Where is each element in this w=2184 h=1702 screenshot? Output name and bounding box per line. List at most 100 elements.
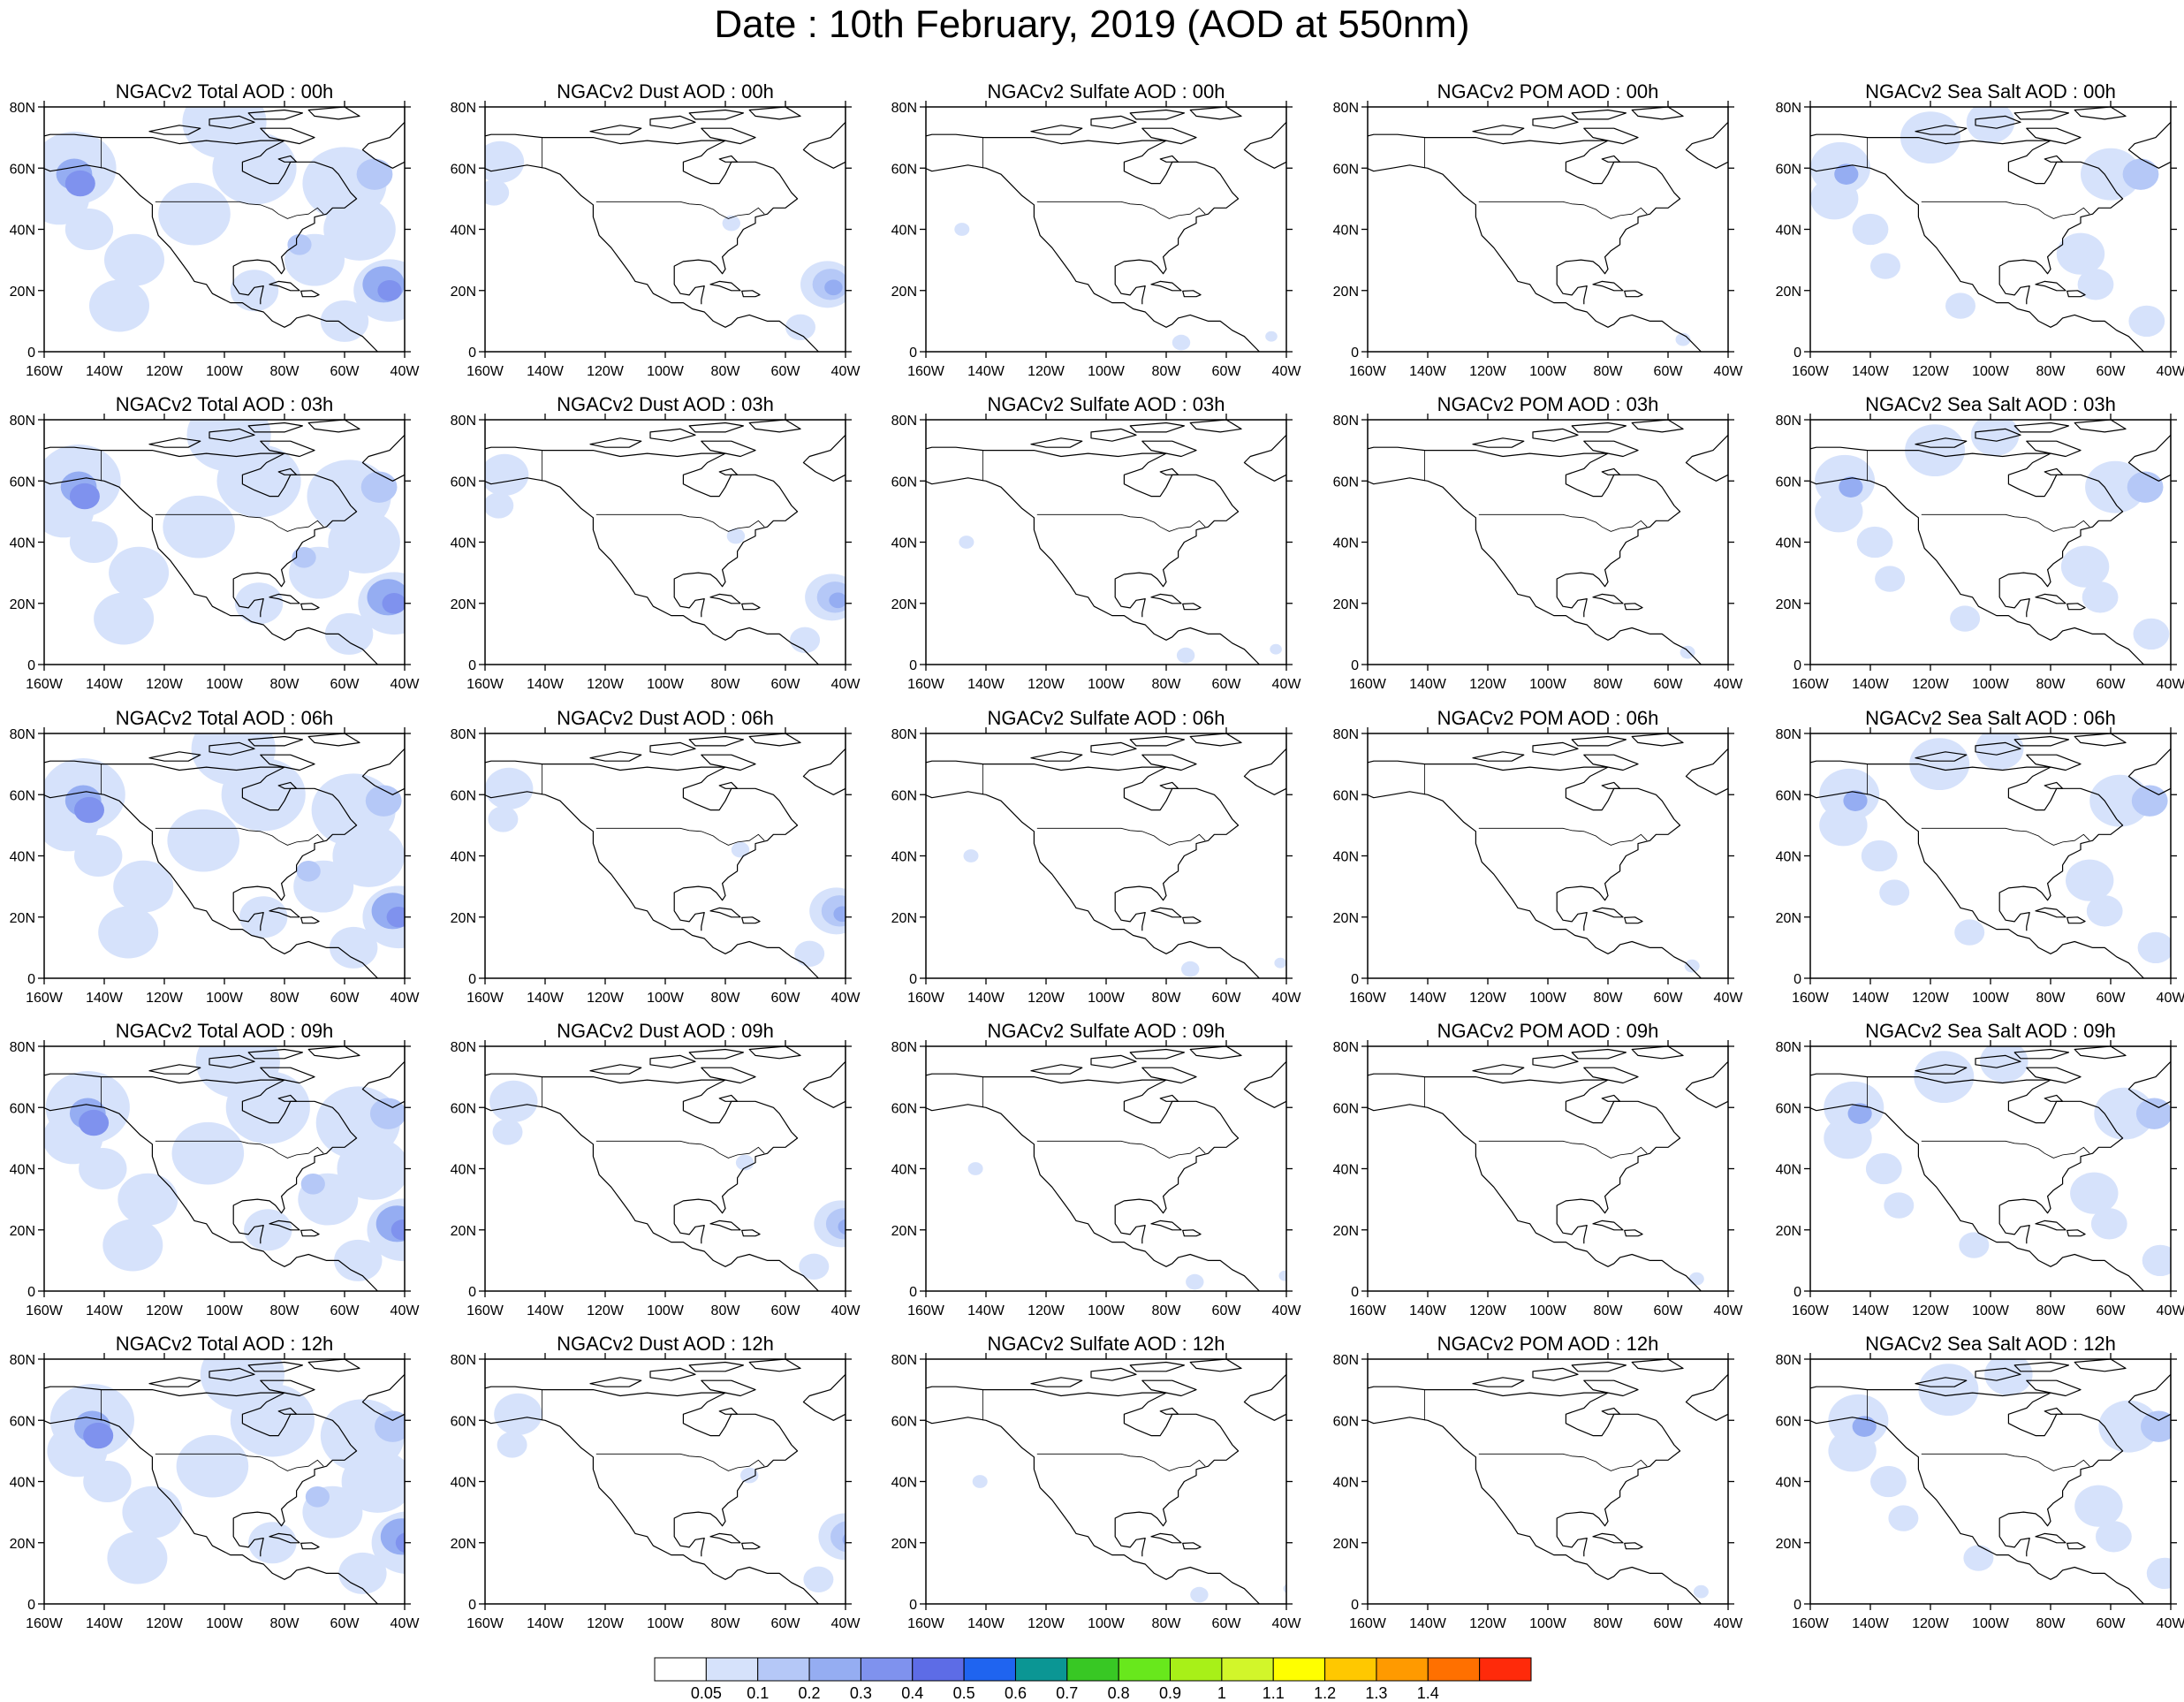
colorbar-swatch: [1221, 1657, 1274, 1682]
island-outline: [701, 1067, 756, 1084]
island-outline: [1090, 1054, 1137, 1068]
aod-shade: [300, 1174, 325, 1195]
aod-shade: [1959, 1232, 1990, 1258]
map-background: [485, 420, 846, 665]
island-outline: [1532, 428, 1579, 442]
lon-tick-label: 140W: [527, 1616, 565, 1631]
country-border: [595, 1140, 765, 1159]
aod-shade: [785, 314, 815, 341]
lon-tick-label: 40W: [831, 364, 861, 379]
country-border: [1036, 201, 1206, 219]
lon-tick-label: 160W: [26, 1303, 64, 1318]
island-outline: [1182, 1229, 1202, 1237]
island-outline: [589, 437, 642, 448]
island-outline: [277, 1094, 298, 1102]
coastline: [485, 1417, 820, 1604]
aod-shade: [954, 223, 970, 236]
map-panel: NGACv2 Sulfate AOD : 03h 160W 140W 120W 100W…: [891, 393, 1302, 692]
aod-shade: [83, 1460, 132, 1503]
aod-shade: [799, 1253, 830, 1280]
aod-shade: [2090, 1208, 2127, 1240]
country-border: [155, 513, 324, 532]
island-outline: [1141, 1379, 1197, 1397]
lon-tick-label: 160W: [466, 1303, 504, 1318]
aod-shade: [1190, 1586, 1209, 1603]
lat-tick-label: 20N: [10, 1224, 35, 1239]
lat-tick-label: 60N: [1333, 1101, 1359, 1116]
island-outline: [2026, 1379, 2082, 1397]
island-outline: [1975, 1054, 2021, 1068]
aod-field: [485, 107, 846, 352]
lat-tick-label: 80N: [891, 1040, 917, 1055]
lat-tick-label: 60N: [451, 1101, 476, 1116]
island-outline: [300, 1229, 320, 1237]
aod-shade: [1283, 1584, 1286, 1593]
aod-shade: [824, 279, 843, 296]
island-outline: [1141, 754, 1197, 771]
coastline: [1998, 1524, 2030, 1557]
aod-field: [44, 420, 405, 665]
lon-tick-label: 100W: [1088, 364, 1126, 379]
colorbar-label: 1.3: [1365, 1684, 1387, 1702]
lat-tick-label: 0: [909, 658, 917, 673]
lon-tick-label: 60W: [2097, 991, 2127, 1006]
lon-tick-label: 40W: [1272, 991, 1302, 1006]
lat-tick-label: 60N: [1776, 1414, 1801, 1429]
aod-shade: [79, 1147, 127, 1190]
island-outline: [1150, 1220, 1182, 1231]
coastline: [1810, 446, 2124, 588]
lat-tick-label: 20N: [451, 285, 476, 300]
lon-tick-label: 60W: [330, 991, 360, 1006]
island-outline: [1225, 1359, 1286, 1421]
coastline: [44, 1073, 358, 1214]
lat-tick-label: 40N: [451, 1476, 476, 1491]
lon-tick-label: 60W: [330, 677, 360, 692]
lon-tick-label: 100W: [1972, 1303, 2010, 1318]
coastline: [926, 1104, 1261, 1291]
island-outline: [741, 603, 761, 611]
aod-field: [1810, 107, 2171, 352]
island-outline: [1592, 593, 1624, 604]
map-panel: NGACv2 POM AOD : 03h 160W 140W 120W 100W 80W 6…: [1333, 393, 1744, 692]
island-outline: [1667, 420, 1728, 482]
country-border: [595, 201, 765, 219]
coastline: [1810, 133, 2124, 275]
coastline: [926, 760, 1240, 901]
aod-shade: [838, 1219, 846, 1235]
aod-shade: [341, 1450, 405, 1513]
lon-tick-label: 120W: [1469, 677, 1507, 692]
aod-shade: [113, 860, 174, 913]
island-outline: [718, 1094, 739, 1102]
island-outline: [148, 437, 201, 448]
lat-tick-label: 0: [27, 346, 35, 361]
lon-tick-label: 140W: [86, 677, 124, 692]
colorbar-label: 0.05: [691, 1684, 722, 1702]
lat-tick-label: 40N: [10, 536, 35, 551]
lon-tick-label: 120W: [146, 1303, 184, 1318]
map-panel: NGACv2 Sea Salt AOD : 09h 160W 140W 120W 100…: [1776, 1020, 2184, 1318]
lat-tick-label: 80N: [891, 101, 917, 116]
island-outline: [2013, 422, 2069, 433]
coastline: [485, 791, 820, 978]
lon-tick-label: 40W: [1272, 1303, 1302, 1318]
island-outline: [709, 907, 741, 918]
island-outline: [1129, 1048, 1185, 1060]
map-panel: NGACv2 Sulfate AOD : 09h 160W 140W 120W 100W…: [891, 1020, 1302, 1318]
lat-tick-label: 60N: [451, 162, 476, 177]
lon-tick-label: 40W: [1714, 991, 1744, 1006]
lon-tick-label: 140W: [1852, 677, 1890, 692]
lon-tick-label: 60W: [1654, 677, 1684, 692]
lon-tick-label: 60W: [771, 1303, 801, 1318]
lat-tick-label: 20N: [10, 285, 35, 300]
lon-tick-label: 140W: [1852, 1303, 1890, 1318]
island-outline: [247, 1361, 303, 1372]
coastline: [673, 1524, 705, 1557]
aod-shade: [1875, 566, 1906, 592]
map-background: [485, 1046, 846, 1291]
lat-tick-label: 20N: [891, 597, 917, 612]
island-outline: [2066, 290, 2086, 298]
island-outline: [1583, 440, 1639, 458]
aod-shade: [494, 1393, 542, 1435]
aod-shade: [234, 582, 284, 625]
island-outline: [688, 1048, 744, 1060]
